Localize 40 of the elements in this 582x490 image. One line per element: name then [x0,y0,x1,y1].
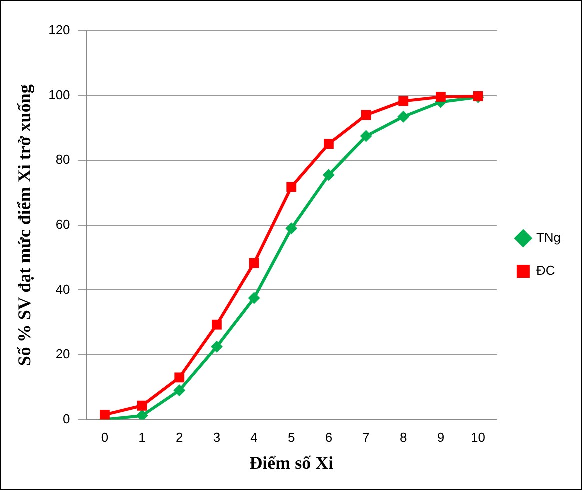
y-tick-label: 60 [56,216,70,232]
x-tick-label: 9 [437,430,445,446]
x-tick-label: 0 [101,430,109,446]
point [210,340,223,353]
point [137,400,148,411]
x-tick-label: 10 [471,430,486,446]
x-tick-label: 1 [138,430,146,446]
x-tick-label: 8 [400,430,408,446]
point [136,410,148,420]
x-tick-label: 2 [176,430,184,446]
point [174,372,185,383]
point [324,139,334,150]
point [249,258,260,268]
point [248,292,260,304]
x-axis-title: Điểm số Xi [250,452,334,473]
x-tick-label: 6 [325,430,333,446]
x-tick-label: 5 [288,430,296,446]
x-tick-label: 3 [213,430,221,446]
legend-label: TNg [536,230,562,246]
y-tick-label: 40 [56,282,70,297]
y-tick-label: 0 [63,411,70,426]
y-tick-label: 20 [56,346,70,362]
y-axis-title: Số % SV đạt mức điểm Xi trở xuống [14,84,34,366]
point [360,130,372,142]
x-tick-label: 7 [362,430,370,446]
legend-label: ĐC [536,263,556,278]
point [212,320,222,330]
point [361,110,372,120]
y-tick-label: 100 [48,87,70,102]
point [398,110,410,123]
y-tick-label: 120 [48,22,70,38]
point [174,384,186,397]
point [286,222,298,235]
point [100,410,110,420]
x-tick-label: 4 [250,430,258,446]
point [286,182,297,192]
point [398,96,409,106]
y-tick-label: 80 [56,152,70,168]
point [436,92,446,102]
point [322,169,335,182]
